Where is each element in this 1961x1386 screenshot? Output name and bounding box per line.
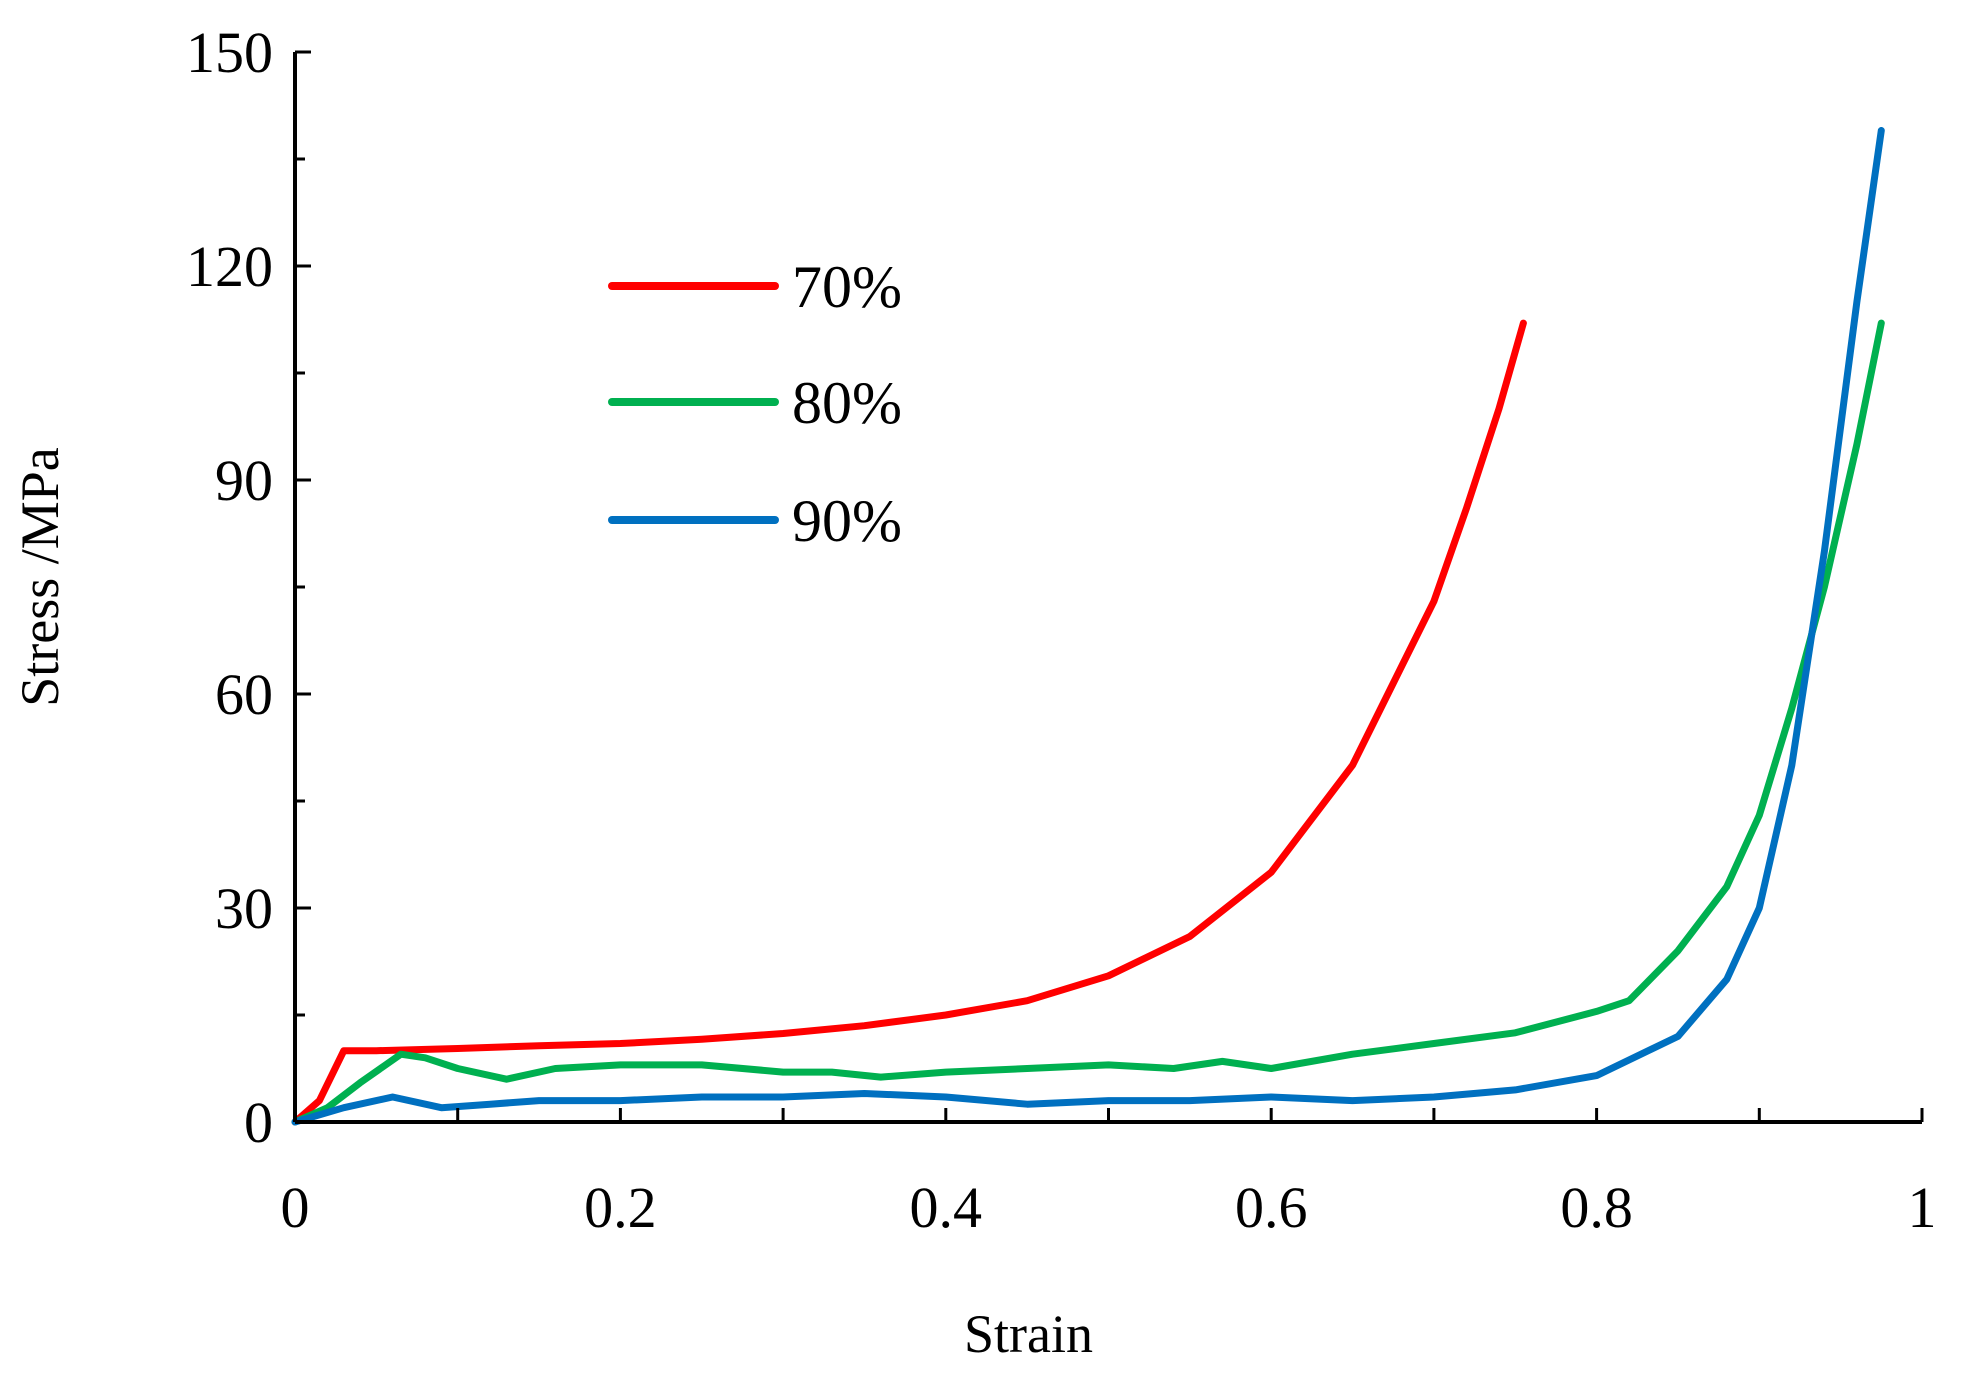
y-tick-label: 0 bbox=[244, 1090, 273, 1155]
x-axis-title: Strain bbox=[964, 1304, 1093, 1364]
x-ticks: 0 0.2 0.4 0.6 0.8 1 bbox=[281, 1108, 1937, 1240]
x-tick-label: 0.8 bbox=[1560, 1175, 1633, 1240]
y-tick-label: 120 bbox=[186, 234, 273, 299]
y-axis-title: Stress /MPa bbox=[10, 447, 70, 707]
axes bbox=[293, 52, 1922, 1124]
series-line-3 bbox=[291, 127, 1885, 1126]
series-line-1 bbox=[291, 319, 1527, 1126]
x-tick-label: 0.4 bbox=[910, 1175, 983, 1240]
plot-series bbox=[291, 127, 1885, 1126]
y-ticks: 0 30 60 90 120 150 bbox=[186, 20, 311, 1155]
x-tick-label: 0.2 bbox=[584, 1175, 657, 1240]
x-tick-label: 0 bbox=[281, 1175, 310, 1240]
y-tick-label: 30 bbox=[215, 876, 273, 941]
y-tick-label: 90 bbox=[215, 448, 273, 513]
y-tick-label: 150 bbox=[186, 20, 273, 85]
x-tick-label: 0.6 bbox=[1235, 1175, 1308, 1240]
legend-label-1: 70% bbox=[792, 254, 902, 320]
legend: 70% 80% 90% bbox=[608, 254, 902, 554]
x-tick-label: 1 bbox=[1908, 1175, 1937, 1240]
legend-label-2: 80% bbox=[792, 370, 902, 436]
y-tick-label: 60 bbox=[215, 662, 273, 727]
series-line-2 bbox=[291, 319, 1885, 1126]
legend-label-3: 90% bbox=[792, 488, 902, 554]
